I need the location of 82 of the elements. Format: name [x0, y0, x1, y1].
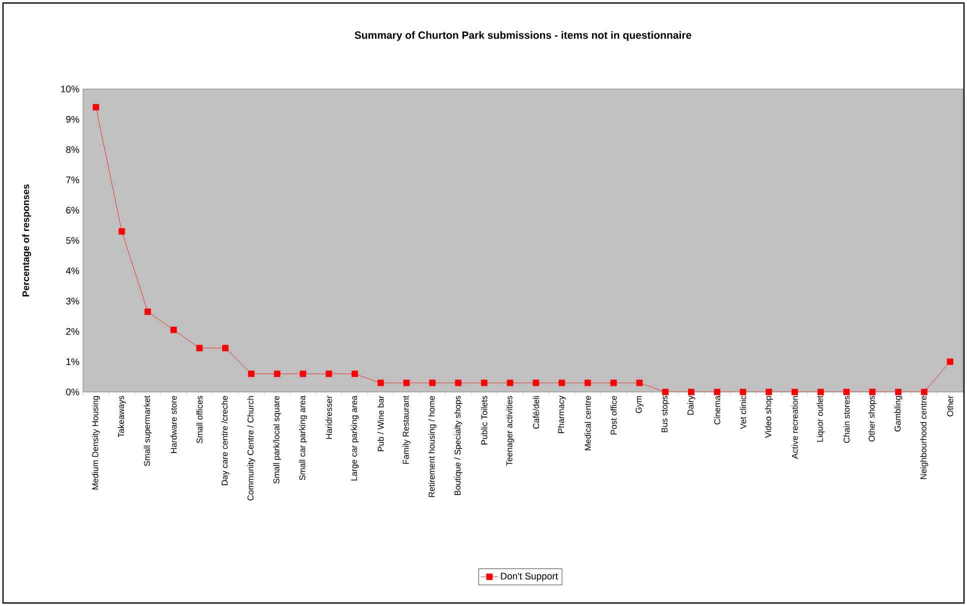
point: [688, 388, 694, 396]
point: [843, 388, 850, 396]
x-tick-label: Chain stores: [843, 396, 850, 443]
y-tick-label: 5%: [66, 237, 80, 244]
legend-label: Don't Support: [500, 572, 558, 582]
point: [920, 388, 928, 396]
x-tick-label: Pub / Wine bar: [378, 396, 384, 452]
point: [118, 228, 126, 235]
y-tick-label: 1%: [66, 358, 80, 366]
x-tick-label: Boutique / Specialty shops: [454, 396, 462, 496]
point: [274, 370, 280, 378]
point: [300, 370, 306, 378]
x-tick-label: Neighbourhood centre: [920, 396, 928, 479]
chart-title: Summary of Churton Park submissions - items not in questionnaire: [354, 31, 692, 41]
y-tick-label: 3%: [66, 298, 80, 304]
y-tick-label: 10%: [61, 86, 80, 92]
point: [714, 388, 720, 396]
x-tick-label: Family Restaurant: [402, 396, 410, 464]
x-tick-label: Bus stops: [662, 396, 670, 432]
x-tick-label: Small supermarket: [144, 396, 152, 466]
point: [662, 388, 669, 396]
point: [326, 370, 332, 378]
point: [895, 388, 902, 396]
point: [817, 388, 824, 396]
y-axis-title: Percentage of responses: [22, 184, 32, 296]
point: [869, 388, 876, 396]
x-tick-label: Liquor outlet: [816, 396, 825, 442]
y-tick-label: 2%: [66, 328, 80, 335]
x-tick-label: Post office: [610, 396, 617, 434]
x-tick-label: Large car parking area: [350, 396, 359, 480]
point: [352, 370, 358, 378]
point: [532, 380, 540, 386]
point: [610, 380, 617, 386]
point: [792, 388, 798, 396]
point: [506, 380, 514, 386]
point: [170, 326, 177, 334]
point: [222, 344, 229, 352]
x-tick-label: Haridresser: [326, 396, 332, 439]
point: [766, 388, 772, 396]
point: [584, 380, 591, 386]
x-tick-label: Other shops: [868, 396, 876, 442]
x-tick-label: Dairy: [687, 396, 696, 415]
x-tick-label: Active recreation: [792, 396, 798, 459]
x-tick-label: Small offices: [196, 396, 203, 444]
y-tick-label: 8%: [66, 146, 80, 153]
x-tick-label: Small car parking area: [299, 396, 307, 480]
x-tick-label: Day care centre /creche: [221, 396, 230, 486]
x-tick-label: Vet clinic: [740, 396, 746, 430]
point: [92, 104, 100, 110]
y-tick-label: 6%: [66, 206, 80, 214]
x-tick-label: Hardware store: [170, 396, 177, 453]
point: [636, 380, 643, 386]
x-tick-label: Café/deli: [532, 396, 540, 429]
x-tick-label: Takeaways: [118, 396, 126, 438]
point: [248, 370, 254, 378]
x-tick-label: Medium Density Housing: [92, 396, 100, 490]
point: [144, 308, 151, 315]
x-tick-label: Medical centre: [584, 396, 591, 450]
x-tick-label: Community Centre / Church: [247, 396, 256, 500]
x-tick-label: Teenager activities: [506, 396, 514, 466]
point: [403, 380, 410, 386]
x-tick-label: Gym: [636, 396, 644, 414]
x-tick-label: Other: [946, 396, 954, 416]
x-tick-label: Gambling: [894, 396, 902, 432]
y-tick-label: 7%: [66, 176, 80, 184]
y-tick-label: 9%: [66, 116, 80, 123]
x-tick-label: Cinema: [714, 396, 720, 424]
point: [740, 388, 746, 396]
point: [946, 358, 954, 365]
y-tick-label: 0%: [66, 388, 80, 396]
x-tick-label: Small park/local square: [273, 396, 282, 484]
point: [429, 380, 436, 386]
point: [455, 380, 462, 386]
y-tick-label: 4%: [66, 267, 80, 274]
point: [377, 380, 384, 386]
x-tick-label: Public Toilets: [481, 396, 488, 444]
point: [558, 380, 566, 386]
point: [480, 380, 488, 386]
x-tick-label: Video shop: [764, 396, 773, 438]
point: [196, 344, 203, 352]
x-tick-label: Pharmacy: [558, 396, 566, 434]
x-tick-label: Retirement housing / home: [428, 396, 436, 497]
